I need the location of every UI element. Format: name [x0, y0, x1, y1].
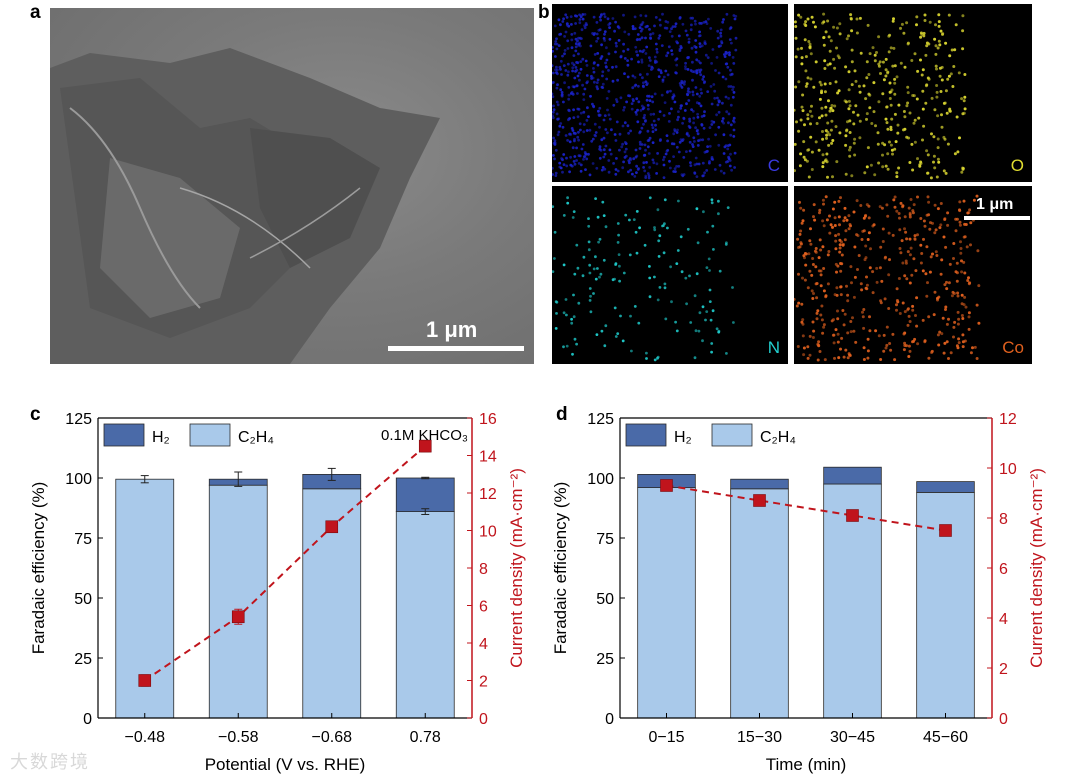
- d-legend-label-h2: H₂: [674, 429, 692, 446]
- c-current-point-1: [231, 610, 245, 624]
- scale-bar-label: 1 μm: [426, 317, 478, 342]
- eds-dots-n: [552, 196, 735, 362]
- d-legend-swatch-h2: [625, 423, 667, 447]
- d-xtick-label-0: 0−15: [648, 729, 684, 746]
- chart-d: 0 25 50 75 100 125 0 2 4 6 8 10 12 0−15 15−30 30−45 45−6…: [551, 411, 1046, 774]
- d-y2label: Current density (mA·cm⁻²): [1027, 468, 1046, 668]
- d-xtick-label-3: 45−60: [923, 729, 968, 746]
- d-current-point-2: [846, 509, 859, 522]
- panel-label-c: c: [30, 404, 41, 425]
- c-ytick-label-25: 25: [74, 651, 92, 668]
- c-y2tick-label-14: 14: [479, 449, 497, 466]
- panel-label-a: a: [30, 2, 41, 23]
- panel-label-d: d: [556, 404, 568, 425]
- c-y2tick-label-12: 12: [479, 486, 497, 503]
- d-bar-c2h4-0: [637, 487, 696, 719]
- d-y2tick-label-0: 0: [999, 711, 1008, 728]
- d-y2tick-label-2: 2: [999, 661, 1008, 678]
- eds-scale-bar: [964, 216, 1030, 220]
- c-ytick-label-0: 0: [83, 711, 92, 728]
- d-ytick-label-25: 25: [596, 651, 614, 668]
- d-bar-c2h4-1: [730, 488, 789, 719]
- watermark: 大数跨境: [10, 752, 90, 772]
- c-bar-c2h4-3: [395, 511, 455, 719]
- c-y2tick-label-6: 6: [479, 599, 488, 616]
- c-bar-h2-3: [395, 477, 455, 512]
- c-y2tick-label-10: 10: [479, 524, 497, 541]
- eds-dots-o: [794, 12, 967, 180]
- d-bar-h2-1: [730, 478, 789, 490]
- d-current-point-0: [660, 479, 673, 492]
- c-current-point-3: [418, 439, 432, 453]
- d-xlabel: Time (min): [766, 755, 847, 774]
- d-ylabel: Faradaic efficiency (%): [551, 482, 570, 655]
- d-current-line: [666, 484, 946, 532]
- c-ytick-label-125: 125: [65, 411, 92, 428]
- c-annotation: 0.1M KHCO₃: [381, 427, 468, 444]
- d-ytick-label-50: 50: [596, 591, 614, 608]
- c-xlabel: Potential (V vs. RHE): [205, 755, 366, 774]
- d-xtick-label-1: 15−30: [737, 729, 782, 746]
- scale-bar: [388, 346, 524, 351]
- d-y2tick-label-10: 10: [999, 461, 1017, 478]
- c-y2tick-label-4: 4: [479, 636, 488, 653]
- d-y2tick-label-6: 6: [999, 561, 1008, 578]
- panel-label-b: b: [538, 2, 550, 23]
- c-xtick-label-2: −0.68: [312, 729, 353, 746]
- d-y2tick-label-4: 4: [999, 611, 1008, 628]
- c-xtick-label-1: −0.58: [218, 729, 259, 746]
- c-ylabel: Faradaic efficiency (%): [29, 482, 48, 655]
- eds-label-o: O: [1010, 156, 1024, 175]
- sem-image: 1 μm: [50, 8, 534, 364]
- c-ytick-label-75: 75: [74, 531, 92, 548]
- eds-tile-o: O: [794, 4, 1032, 182]
- eds-label-n: N: [767, 338, 780, 357]
- d-bar-h2-3: [916, 481, 975, 493]
- eds-tile-c: C: [552, 4, 788, 182]
- d-ytick-label-75: 75: [596, 531, 614, 548]
- d-current-point-3: [939, 524, 952, 537]
- eds-tile-n: N: [552, 186, 788, 364]
- c-xtick-label-0: −0.48: [125, 729, 166, 746]
- d-current-point-1: [753, 494, 766, 507]
- c-y2label: Current density (mA·cm⁻²): [507, 468, 526, 668]
- c-ytick-label-50: 50: [74, 591, 92, 608]
- c-y2tick-label-0: 0: [479, 711, 488, 728]
- eds-tile-co: Co: [794, 186, 1032, 364]
- eds-label-c: C: [767, 156, 780, 175]
- d-ytick-label-125: 125: [587, 411, 614, 428]
- d-ytick-label-0: 0: [605, 711, 614, 728]
- c-y2tick-label-8: 8: [479, 561, 488, 578]
- c-current-point-2: [325, 520, 339, 534]
- c-y2tick-label-2: 2: [479, 674, 488, 691]
- chart-c: 0 25 50 75 100 125 0 2 4 6 8 10 12 14 16 −0.48 −0.58 −0.6…: [29, 411, 526, 774]
- d-bar-h2-2: [823, 466, 882, 485]
- eds-dots-c: [552, 12, 738, 180]
- sem-flake-shapes: [50, 48, 440, 364]
- c-y2tick-label-16: 16: [479, 411, 497, 428]
- c-xtick-label-3: 0.78: [410, 729, 441, 746]
- d-xtick-label-2: 30−45: [830, 729, 875, 746]
- c-current-point-0: [138, 674, 152, 687]
- d-ytick-label-100: 100: [587, 471, 614, 488]
- c-legend-label-h2: H₂: [152, 429, 170, 446]
- d-y2tick-label-8: 8: [999, 511, 1008, 528]
- c-legend-label-c2h4: C₂H₄: [238, 429, 274, 446]
- c-legend-swatch-c2h4: [189, 423, 231, 447]
- c-current-line: [144, 445, 426, 682]
- c-legend-swatch-h2: [103, 423, 145, 447]
- eds-scale-bar-label: 1 μm: [976, 196, 1014, 213]
- c-bar-c2h4-1: [208, 484, 268, 719]
- eds-map-grid: C O N Co 1 μm: [552, 4, 1032, 364]
- eds-dots-co: [794, 194, 981, 362]
- d-y2tick-label-12: 12: [999, 411, 1017, 428]
- d-legend-label-c2h4: C₂H₄: [760, 429, 796, 446]
- c-ytick-label-100: 100: [65, 471, 92, 488]
- d-legend-swatch-c2h4: [711, 423, 753, 447]
- eds-label-co: Co: [1002, 338, 1024, 357]
